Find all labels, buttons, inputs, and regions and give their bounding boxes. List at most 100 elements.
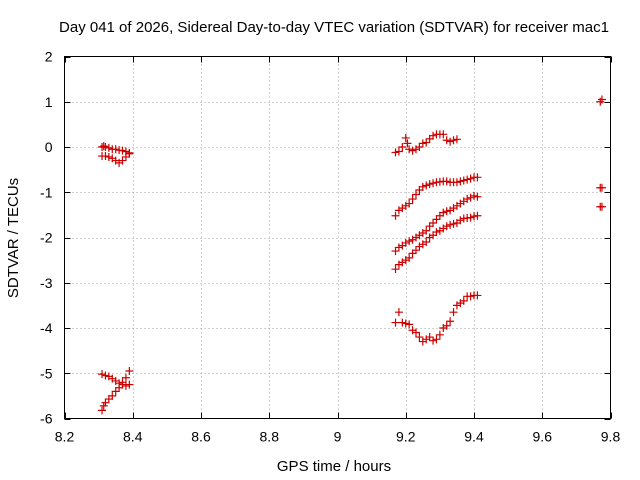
data-point [429,336,438,345]
y-tick-label: 0 [45,139,53,155]
data-point [415,143,424,151]
data-point [391,247,400,256]
y-tick-label: -1 [40,184,53,200]
x-tick-label: 8.6 [191,429,211,445]
data-point [466,193,475,202]
data-point [432,228,441,237]
data-point [411,246,420,255]
data-point [98,406,107,415]
data-point [452,178,461,187]
data-point [446,317,455,326]
data-point [391,148,400,157]
data-point [118,378,127,387]
data-point [442,222,451,231]
y-axis-label: SDTVAR / TECUs [5,178,22,298]
data-point [452,135,461,144]
data-point [473,291,482,300]
chart-title: Day 041 of 2026, Sidereal Day-to-day VTE… [59,19,609,36]
data-point [446,220,455,229]
data-point [439,130,448,139]
data-point [121,381,130,390]
y-tick-label: 1 [45,94,53,110]
data-point [101,398,110,407]
data-point [429,131,438,140]
data-point [403,139,412,148]
axis-ticks [64,56,612,420]
data-point [398,143,407,151]
data-point [463,175,472,184]
data-point [442,321,451,330]
x-tick-label: 9.2 [396,429,416,445]
data-point [104,143,113,152]
data-point [473,173,482,182]
x-tick-label: 9 [334,429,342,445]
data-point [101,143,110,151]
data-point [118,156,127,165]
data-point [101,152,110,161]
data-point [597,183,606,192]
data-point [125,366,134,375]
x-tick-label: 9.6 [533,429,553,445]
data-point [398,318,407,327]
data-point [473,211,482,220]
data-point [394,147,403,156]
plot-frame [64,56,611,419]
data-point [432,335,441,344]
data-point [101,371,110,380]
data-point [466,213,475,222]
data-point [98,370,107,379]
data-point [442,177,451,186]
data-point [442,136,451,145]
data-point [111,387,120,396]
y-tick-label: -2 [40,230,53,246]
data-point [422,181,431,190]
data-point [429,179,438,188]
y-tick-label: 2 [45,49,53,65]
data-point [459,176,468,185]
data-point [466,292,475,301]
data-point [99,142,108,151]
x-tick-label: 8.8 [260,429,280,445]
data-point [118,146,127,155]
data-point [391,265,400,274]
data-point [125,149,134,158]
data-point [422,226,431,235]
data-point [422,138,431,147]
data-point [459,296,468,305]
y-tick-label: -4 [40,320,53,336]
data-point [422,238,431,247]
data-point [394,243,403,252]
data-point [401,133,410,142]
data-point [425,333,434,342]
data-point [391,211,400,220]
data-point [405,320,414,329]
data-point [435,330,444,339]
data-point [405,253,414,262]
data-point [597,95,606,104]
data-point [405,237,414,246]
data-point [449,219,458,228]
y-tick-label: -6 [40,411,53,427]
x-tick-label: 9.8 [601,429,621,445]
y-tick-label: -3 [40,275,53,291]
x-tick-label: 8.2 [55,429,75,445]
data-point [418,182,427,191]
x-tick-label: 8.4 [123,429,143,445]
data-point [470,191,478,200]
data-point [111,145,120,154]
data-point [429,219,438,228]
data-point [394,308,403,317]
data-point [408,146,417,155]
grid [64,56,611,419]
data-point [473,192,482,201]
data-point [411,190,420,199]
y-tick-label: -5 [40,365,53,381]
data-point [425,180,434,189]
data-point [456,177,465,186]
data-point [115,383,124,392]
data-point [411,328,420,337]
data-point [104,152,113,161]
data-points [98,95,606,415]
data-point [125,380,134,389]
